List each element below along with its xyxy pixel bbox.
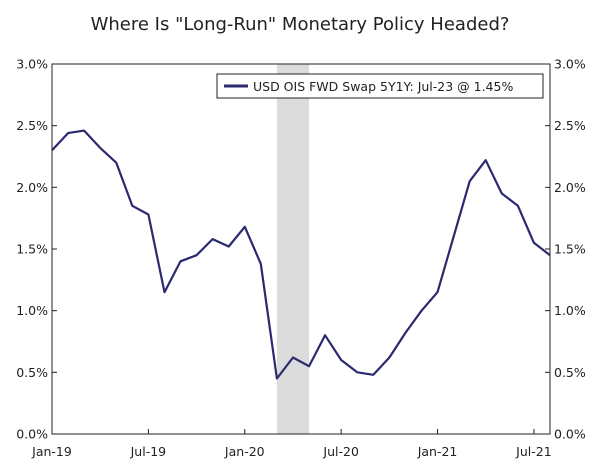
x-tick-label: Jul-21 [515, 444, 552, 459]
y-tick-label-right: 1.5% [554, 242, 586, 257]
legend: USD OIS FWD Swap 5Y1Y: Jul-23 @ 1.45% [216, 73, 544, 99]
y-tick-label-right: 2.5% [554, 118, 586, 133]
y-tick-label-right: 3.0% [554, 57, 586, 72]
y-tick-label-right: 0.0% [554, 427, 586, 442]
y-tick-label-left: 1.5% [16, 242, 48, 257]
shaded-region [276, 64, 310, 434]
x-tick-label: Jan-21 [417, 444, 458, 459]
chart-title: Where Is "Long-Run" Monetary Policy Head… [91, 14, 510, 35]
y-tick-label-left: 0.0% [16, 427, 48, 442]
y-tick-label-left: 3.0% [16, 57, 48, 72]
legend-label: USD OIS FWD Swap 5Y1Y: Jul-23 @ 1.45% [253, 79, 513, 94]
y-tick-label-left: 2.5% [16, 118, 48, 133]
y-tick-label-left: 2.0% [16, 180, 48, 195]
axis-ticks: 0.0% 0.0% 0.5% 0.5% 1.0% 1.0% 1.5% 1.5% 2.0% 2.0%… [16, 57, 586, 460]
x-tick-label: Jul-19 [130, 444, 167, 459]
x-tick-label: Jan-19 [31, 444, 72, 459]
legend-box [216, 73, 544, 99]
x-tick-label: Jul-20 [322, 444, 359, 459]
y-tick-label-right: 2.0% [554, 180, 586, 195]
y-tick-label-left: 1.0% [16, 303, 48, 318]
series-line [51, 129, 551, 380]
y-tick-label-left: 0.5% [16, 365, 48, 380]
shaded-region-layer [276, 64, 310, 434]
x-tick-label: Jan-20 [224, 444, 265, 459]
y-tick-label-right: 0.5% [554, 365, 586, 380]
y-tick-label-right: 1.0% [554, 303, 586, 318]
series-layer [51, 129, 551, 380]
